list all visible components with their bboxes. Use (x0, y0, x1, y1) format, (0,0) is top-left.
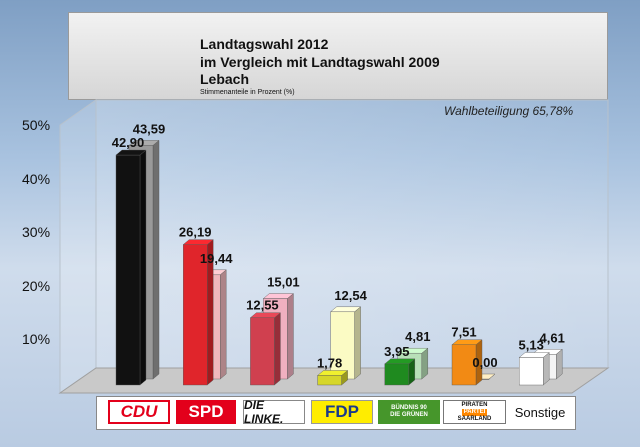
data-label-2012: 3,95 (384, 344, 409, 359)
y-tick-label: 20% (22, 278, 51, 294)
chart-title-line-1: Landtagswahl 2012 (200, 36, 329, 52)
gruene-logo-line-2: DIE GRÜNEN (390, 412, 428, 418)
data-label-2009: 43,59 (133, 121, 166, 136)
data-label-2012: 26,19 (179, 225, 212, 240)
y-tick-label: 10% (22, 331, 51, 347)
plot-side-wall (59, 99, 97, 394)
data-label-2009: 0,00 (472, 355, 497, 370)
chart-title-line-2: im Vergleich mit Landtagswahl 2009 (200, 54, 440, 70)
bar-2012 (249, 312, 281, 386)
data-label-2012: 7,51 (451, 325, 476, 340)
chart-title-line-3: Lebach (200, 71, 250, 87)
data-label-2012: 42,90 (112, 135, 145, 150)
y-tick-label: 40% (22, 171, 51, 187)
title-box (68, 12, 608, 100)
spd-logo: SPD (176, 400, 236, 424)
y-tick-label: 30% (22, 224, 51, 240)
bar-2012 (518, 352, 550, 386)
turnout-annotation: Wahlbeteiligung 65,78% (444, 104, 574, 118)
cdu-logo: CDU (108, 400, 170, 424)
bars-group (115, 139, 563, 386)
bar-2012 (317, 370, 349, 386)
fdp-logo: FDP (311, 400, 373, 424)
data-label-2009: 4,61 (540, 330, 565, 345)
data-label-2012: 12,55 (246, 298, 279, 313)
piraten-logo: PIRATEN PARTEI SAARLAND (443, 400, 506, 424)
data-label-2012: 1,78 (317, 355, 342, 370)
bar-2012 (451, 339, 483, 386)
gruene-logo: BÜNDNIS 90 DIE GRÜNEN (378, 400, 440, 424)
chart-subtitle: Stimmenanteile in Prozent (%) (200, 89, 295, 96)
bar-2012 (115, 149, 147, 386)
data-label-2009: 12,54 (334, 288, 367, 303)
sonstige-label: Sonstige (514, 404, 566, 420)
piraten-logo-line-2: PARTEI (461, 408, 488, 416)
data-label-2009: 4,81 (405, 329, 430, 344)
bar-2009 (330, 306, 362, 380)
bar-2012 (384, 358, 416, 386)
data-label-2009: 15,01 (267, 275, 300, 290)
die-linke-logo: DIE LINKE. (243, 398, 305, 426)
gruene-logo-line-1: BÜNDNIS 90 (391, 405, 427, 411)
data-label-2012: 5,13 (519, 338, 544, 353)
piraten-logo-line-3: SAARLAND (457, 415, 492, 422)
data-label-2009: 19,44 (200, 251, 233, 266)
piraten-logo-line-1: PIRATEN (461, 401, 488, 408)
bar-2012 (182, 239, 214, 386)
y-tick-label: 50% (22, 117, 51, 133)
